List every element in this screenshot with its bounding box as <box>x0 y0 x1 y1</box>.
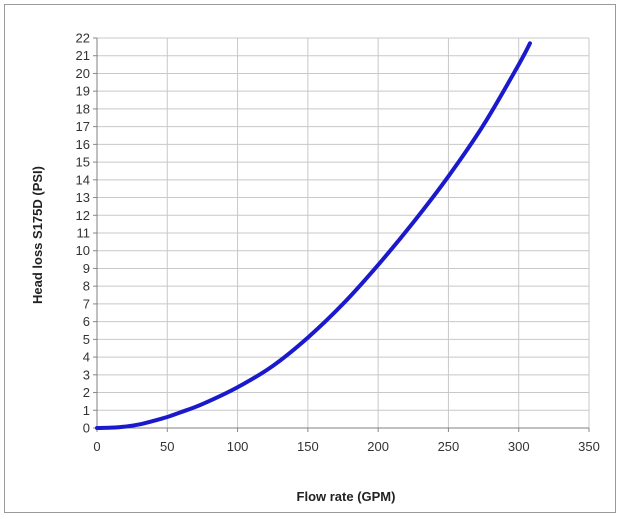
x-axis-title: Flow rate (GPM) <box>297 489 396 504</box>
grid <box>96 37 590 429</box>
y-tick-label: 18 <box>76 101 90 116</box>
y-tick-label: 20 <box>76 66 90 81</box>
series <box>95 41 532 430</box>
x-tick-label: 0 <box>93 439 100 454</box>
y-tick-label: 0 <box>83 421 90 436</box>
y-tick-label: 9 <box>83 261 90 276</box>
y-tick-label: 4 <box>83 350 90 365</box>
y-tick-label: 19 <box>76 84 90 99</box>
y-tick-label: 8 <box>83 279 90 294</box>
x-tick-label: 250 <box>438 439 460 454</box>
y-tick-label: 7 <box>83 296 90 311</box>
x-tick-label: 200 <box>367 439 389 454</box>
y-axis-title: Head loss S175D (PSI) <box>30 166 45 304</box>
x-tick-label: 150 <box>297 439 319 454</box>
y-tick-label: 13 <box>76 190 90 205</box>
y-tick-label: 5 <box>83 332 90 347</box>
x-tick-label: 50 <box>160 439 174 454</box>
y-tick-label: 15 <box>76 155 90 170</box>
y-tick-label: 1 <box>83 403 90 418</box>
y-tick-label: 14 <box>76 172 90 187</box>
y-tick-label: 16 <box>76 137 90 152</box>
x-tick-label: 300 <box>508 439 530 454</box>
y-tick-label: 12 <box>76 208 90 223</box>
series-line <box>95 41 532 430</box>
y-tick-label: 3 <box>83 367 90 382</box>
y-tick-label: 2 <box>83 385 90 400</box>
y-tick-label: 22 <box>76 31 90 46</box>
x-tick-label: 100 <box>227 439 249 454</box>
y-tick-label: 6 <box>83 314 90 329</box>
axes <box>93 37 590 432</box>
x-tick-label: 350 <box>578 439 600 454</box>
y-tick-label: 10 <box>76 243 90 258</box>
y-tick-label: 11 <box>77 226 91 241</box>
y-tick-label: 21 <box>76 48 90 63</box>
y-tick-label: 17 <box>76 119 90 134</box>
